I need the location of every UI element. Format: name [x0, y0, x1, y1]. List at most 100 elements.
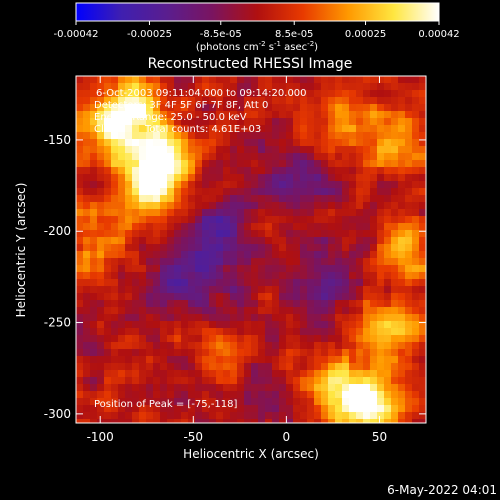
- heatmap-cell: [118, 314, 126, 322]
- heatmap-cell: [272, 195, 280, 203]
- heatmap-cell: [174, 342, 182, 350]
- heatmap-cell: [356, 335, 364, 343]
- heatmap-cell: [160, 314, 168, 322]
- heatmap-cell: [111, 391, 119, 399]
- heatmap-cell: [90, 405, 98, 413]
- heatmap-cell: [370, 328, 378, 336]
- heatmap-cell: [286, 76, 294, 84]
- heatmap-cell: [181, 293, 189, 301]
- heatmap-cell: [412, 153, 420, 161]
- heatmap-cell: [139, 419, 147, 423]
- heatmap-cell: [328, 223, 336, 231]
- heatmap-cell: [104, 118, 112, 126]
- heatmap-cell: [237, 174, 245, 182]
- heatmap-cell: [251, 286, 259, 294]
- heatmap-cell: [83, 181, 91, 189]
- heatmap-cell: [335, 377, 343, 385]
- heatmap-cell: [251, 258, 259, 266]
- heatmap-cell: [118, 83, 126, 91]
- heatmap-cell: [314, 181, 322, 189]
- heatmap-cell: [76, 160, 84, 168]
- heatmap-cell: [223, 321, 231, 329]
- heatmap-cell: [363, 300, 371, 308]
- heatmap-cell: [356, 377, 364, 385]
- heatmap-cell: [174, 272, 182, 280]
- heatmap-cell: [139, 230, 147, 238]
- heatmap-cell: [377, 419, 385, 423]
- heatmap-cell: [83, 167, 91, 175]
- heatmap-cell: [244, 419, 252, 423]
- heatmap-cell: [300, 300, 308, 308]
- heatmap-cell: [76, 405, 84, 413]
- heatmap-cell: [118, 111, 126, 119]
- heatmap-cell: [216, 118, 224, 126]
- heatmap-cell: [118, 167, 126, 175]
- heatmap-cell: [195, 272, 203, 280]
- heatmap-cell: [265, 363, 273, 371]
- heatmap-cell: [391, 181, 399, 189]
- heatmap-cell: [216, 300, 224, 308]
- heatmap-cell: [356, 419, 364, 423]
- heatmap-cell: [111, 251, 119, 259]
- heatmap-cell: [370, 279, 378, 287]
- heatmap-cells: [76, 76, 426, 423]
- heatmap-cell: [307, 286, 315, 294]
- heatmap-cell: [335, 97, 343, 105]
- heatmap-cell: [363, 391, 371, 399]
- heatmap-cell: [111, 384, 119, 392]
- heatmap-cell: [258, 307, 266, 315]
- heatmap-cell: [146, 412, 154, 420]
- heatmap-cell: [160, 146, 168, 154]
- heatmap-cell: [90, 174, 98, 182]
- heatmap-cell: [356, 251, 364, 259]
- heatmap-cell: [251, 244, 259, 252]
- heatmap-cell: [370, 370, 378, 378]
- heatmap-cell: [237, 384, 245, 392]
- heatmap-cell: [160, 174, 168, 182]
- heatmap-cell: [188, 279, 196, 287]
- heatmap-cell: [118, 90, 126, 98]
- annotation-peak: Position of Peak = [-75,-118]: [94, 399, 238, 410]
- heatmap-cell: [244, 167, 252, 175]
- heatmap-cell: [174, 335, 182, 343]
- heatmap-cell: [223, 391, 231, 399]
- heatmap-cell: [223, 300, 231, 308]
- heatmap-cell: [328, 118, 336, 126]
- heatmap-cell: [258, 125, 266, 133]
- heatmap-cell: [300, 104, 308, 112]
- heatmap-cell: [76, 272, 84, 280]
- heatmap-cell: [258, 160, 266, 168]
- heatmap-cell: [83, 398, 91, 406]
- heatmap-cell: [349, 160, 357, 168]
- heatmap-cell: [181, 76, 189, 84]
- heatmap-cell: [342, 111, 350, 119]
- heatmap-cell: [307, 83, 315, 91]
- heatmap-cell: [335, 342, 343, 350]
- heatmap-cell: [195, 328, 203, 336]
- heatmap-cell: [160, 377, 168, 385]
- heatmap-cell: [181, 272, 189, 280]
- heatmap-cell: [174, 391, 182, 399]
- heatmap-cell: [83, 307, 91, 315]
- heatmap-cell: [111, 293, 119, 301]
- heatmap-cell: [216, 223, 224, 231]
- heatmap-cell: [258, 328, 266, 336]
- heatmap-cell: [90, 237, 98, 245]
- heatmap-cell: [209, 349, 217, 357]
- heatmap-cell: [377, 265, 385, 273]
- heatmap-cell: [328, 286, 336, 294]
- heatmap-cell: [384, 363, 392, 371]
- heatmap-cell: [209, 90, 217, 98]
- heatmap-cell: [328, 90, 336, 98]
- heatmap-cell: [76, 335, 84, 343]
- heatmap-cell: [363, 272, 371, 280]
- heatmap-cell: [146, 363, 154, 371]
- heatmap-cell: [139, 251, 147, 259]
- heatmap-cell: [272, 258, 280, 266]
- heatmap-cell: [286, 195, 294, 203]
- heatmap-cell: [356, 188, 364, 196]
- heatmap-cell: [405, 405, 413, 413]
- heatmap-cell: [307, 104, 315, 112]
- heatmap-cell: [370, 76, 378, 84]
- heatmap-cell: [258, 363, 266, 371]
